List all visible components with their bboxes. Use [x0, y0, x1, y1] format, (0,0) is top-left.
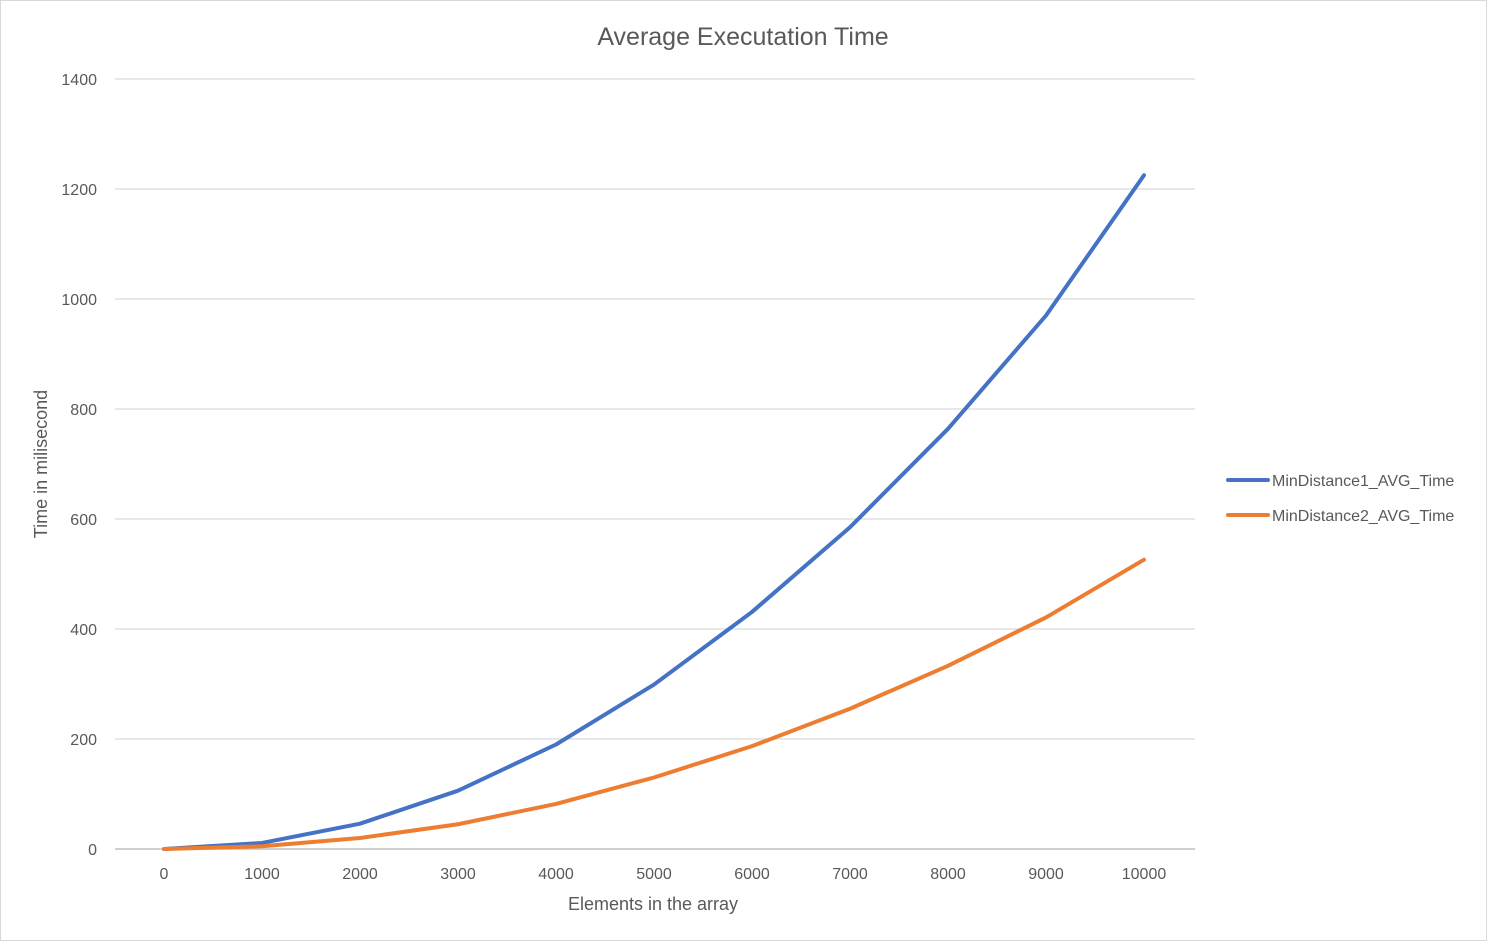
- y-tick-label: 400: [70, 622, 97, 639]
- x-tick-label: 8000: [930, 866, 966, 883]
- series-line-1: [162, 173, 1146, 851]
- chart-title: Average Executation Time: [597, 23, 888, 51]
- x-axis-title: Elements in the array: [568, 894, 738, 914]
- y-tick-label: 1400: [61, 72, 97, 89]
- x-tick-label: 6000: [734, 866, 770, 883]
- y-axis-title: Time in milisecond: [31, 390, 51, 538]
- x-tick-label: 3000: [440, 866, 476, 883]
- y-tick-label: 1200: [61, 182, 97, 199]
- gridlines: [115, 78, 1195, 850]
- x-tick-label: 10000: [1122, 866, 1167, 883]
- legend-label-2: MinDistance2_AVG_Time: [1272, 508, 1454, 525]
- x-tick-label: 4000: [538, 866, 574, 883]
- y-tick-label: 200: [70, 732, 97, 749]
- x-tick-label: 1000: [244, 866, 280, 883]
- x-tick-label: 5000: [636, 866, 672, 883]
- x-axis-ticks: 0 1000 2000 3000 4000 5000 6000 7000 8000 9000 100…: [160, 866, 1167, 883]
- y-tick-label: 800: [70, 402, 97, 419]
- y-tick-label: 1000: [61, 292, 97, 309]
- series-lines: [162, 173, 1146, 851]
- x-tick-label: 9000: [1028, 866, 1064, 883]
- legend-label-1: MinDistance1_AVG_Time: [1272, 473, 1454, 490]
- legend: MinDistance1_AVG_Time MinDistance2_AVG_Ti…: [1226, 473, 1454, 525]
- x-tick-label: 2000: [342, 866, 378, 883]
- series-line-2: [162, 557, 1146, 851]
- y-tick-label: 600: [70, 512, 97, 529]
- x-tick-label: 7000: [832, 866, 868, 883]
- x-tick-label: 0: [160, 866, 169, 883]
- y-axis-ticks: 0 200 400 600 800 1000 1200 1400: [61, 72, 97, 859]
- y-tick-label: 0: [88, 842, 97, 859]
